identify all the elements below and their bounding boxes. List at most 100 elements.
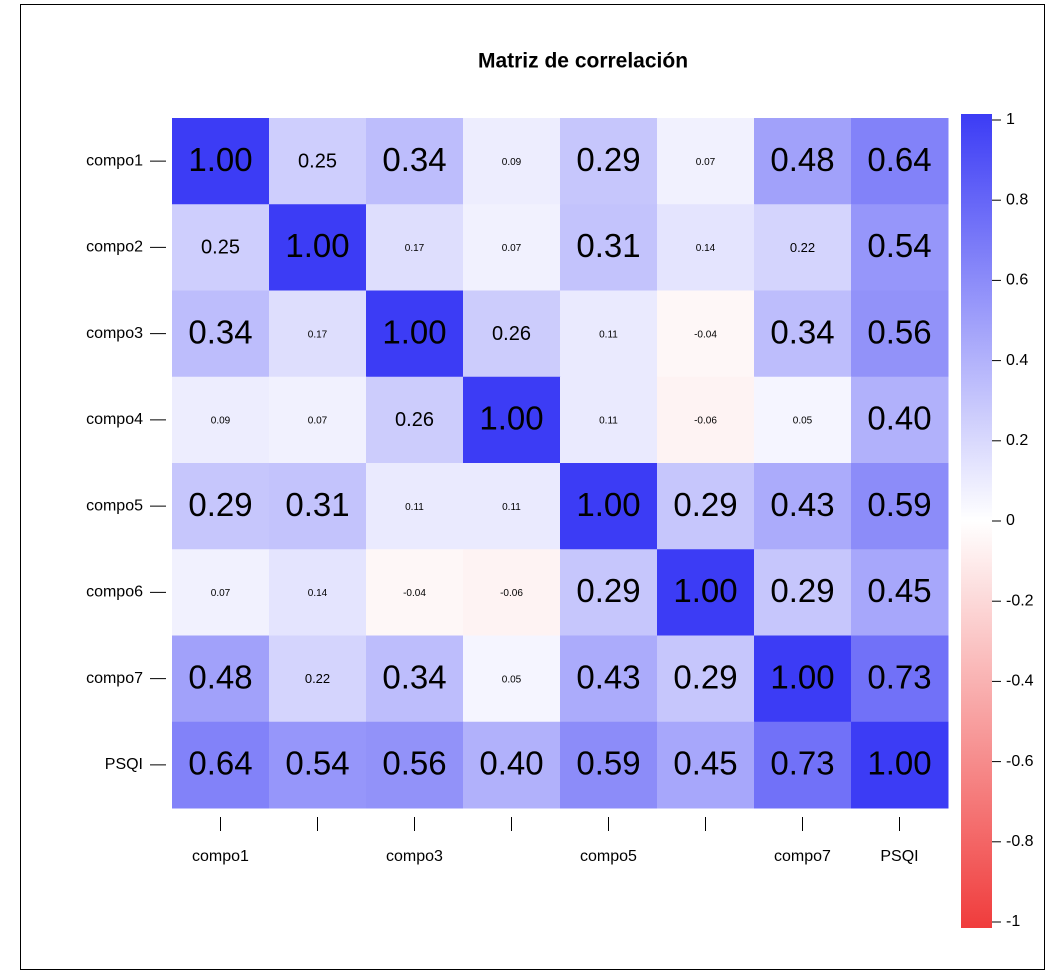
cell: [754, 549, 852, 636]
cell: [754, 721, 852, 809]
cell-label: 0.48: [770, 141, 834, 178]
cell-label: 1.00: [479, 400, 543, 437]
cell-label: 0.54: [867, 227, 931, 264]
chart-title: Matriz de correlación: [478, 50, 688, 73]
y-tick-label: compo3: [86, 325, 143, 342]
cell: [463, 635, 561, 723]
cell-label: -0.04: [694, 329, 717, 340]
colorbar-tick-label: 0.8: [1006, 191, 1028, 208]
cell-label: 0.40: [867, 400, 931, 437]
cell: [269, 376, 367, 464]
colorbar-tick-label: 0.6: [1006, 272, 1028, 289]
colorbar-tick-label: 0.2: [1006, 432, 1028, 449]
y-tick-label: compo2: [86, 239, 143, 256]
cell: [851, 549, 949, 636]
cell-label: 0.09: [502, 157, 522, 168]
x-tick-label: PSQI: [880, 848, 918, 865]
colorbar-tick-label: -0.2: [1006, 592, 1034, 609]
cell: [172, 721, 270, 809]
cell: [463, 118, 561, 205]
cell: [851, 376, 949, 464]
cell-label: 0.29: [673, 486, 737, 523]
cell: [851, 463, 949, 550]
cell: [463, 376, 561, 464]
cell: [463, 204, 561, 291]
cell-label: 0.25: [298, 150, 337, 172]
cell-label: 0.22: [305, 671, 330, 686]
cell: [657, 635, 755, 723]
cell: [754, 463, 852, 550]
cell-label: 0.34: [770, 313, 834, 350]
cell: [657, 204, 755, 291]
cell-label: 0.11: [405, 502, 424, 513]
cell: [560, 721, 658, 809]
cell: [560, 118, 658, 205]
x-tick-label: compo3: [386, 848, 443, 865]
cell: [269, 290, 367, 378]
cell-label: 0.25: [201, 237, 240, 259]
cell: [269, 463, 367, 550]
cell-label: 0.14: [696, 243, 716, 254]
cell: [172, 635, 270, 723]
cell: [172, 376, 270, 464]
cell-label: 0.29: [576, 572, 640, 609]
cell: [172, 118, 270, 205]
cell: [851, 290, 949, 378]
cell-label: 1.00: [673, 572, 737, 609]
cell-label: 0.14: [308, 588, 328, 599]
colorbar-tick-label: -1: [1006, 913, 1020, 930]
cell-label: 0.40: [479, 745, 543, 782]
cell-label: 0.17: [405, 243, 425, 254]
cell-label: 1.00: [770, 658, 834, 695]
cell: [366, 549, 464, 636]
cell: [560, 204, 658, 291]
cell: [366, 290, 464, 378]
cell: [560, 635, 658, 723]
cell: [172, 463, 270, 550]
cell: [851, 118, 949, 205]
cell: [366, 376, 464, 464]
y-tick-label: compo4: [86, 411, 143, 428]
y-tick-label: compo7: [86, 670, 143, 687]
cell: [560, 376, 658, 464]
cell: [366, 635, 464, 723]
cell-label: 0.26: [492, 323, 531, 345]
cell-label: 0.11: [502, 502, 521, 513]
cell: [172, 549, 270, 636]
y-tick-label: PSQI: [105, 756, 143, 773]
cell-label: 0.64: [188, 745, 252, 782]
cell-label: 0.73: [770, 745, 834, 782]
cell-label: 0.22: [790, 240, 815, 255]
cell-label: 0.31: [576, 227, 640, 264]
cell-label: 0.34: [382, 658, 446, 695]
cell: [269, 118, 367, 205]
cell: [560, 549, 658, 636]
cell: [754, 376, 852, 464]
cell-label: 0.29: [673, 658, 737, 695]
cell: [754, 290, 852, 378]
cell: [657, 118, 755, 205]
cell: [463, 463, 561, 550]
cell-label: 0.56: [867, 313, 931, 350]
colorbar-tick-label: -0.8: [1006, 833, 1034, 850]
cell-label: 1.00: [285, 227, 349, 264]
cell-label: 1.00: [867, 745, 931, 782]
frame: [20, 4, 1045, 970]
cell-label: 0.59: [576, 745, 640, 782]
cell-label: 0.34: [188, 313, 252, 350]
cell-label: 0.64: [867, 141, 931, 178]
cell-label: -0.04: [403, 588, 426, 599]
cell-label: 0.59: [867, 486, 931, 523]
cell-label: 0.07: [696, 157, 716, 168]
cell-label: 0.48: [188, 658, 252, 695]
cell: [657, 721, 755, 809]
cell-label: 0.09: [211, 416, 231, 427]
cell-label: 0.31: [285, 486, 349, 523]
cell: [269, 549, 367, 636]
cell: [851, 204, 949, 291]
cell: [657, 290, 755, 378]
cell-label: 0.43: [576, 658, 640, 695]
cell-label: 1.00: [576, 486, 640, 523]
